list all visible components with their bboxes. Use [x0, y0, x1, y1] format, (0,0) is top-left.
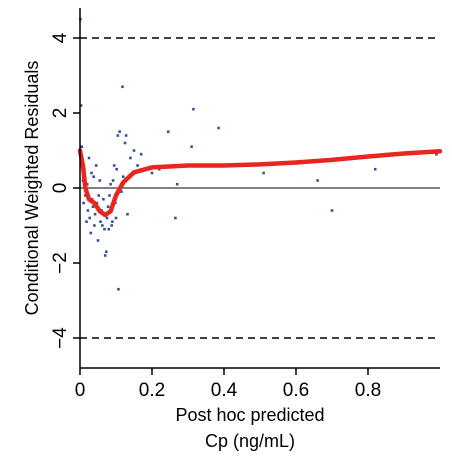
data-point-65 [262, 171, 265, 175]
data-point-32 [106, 205, 110, 208]
x-tick-label-0: 0 [75, 380, 86, 401]
x-tick-label-3: 0.6 [283, 380, 309, 401]
data-point-28 [103, 227, 106, 231]
y-tick-label-0: −4 [50, 327, 71, 349]
data-point-15 [91, 205, 95, 208]
data-point-44 [117, 287, 120, 291]
y-tick-label-4: 4 [50, 32, 71, 43]
data-point-21 [96, 239, 100, 242]
x-tick-label-2: 0.4 [211, 380, 238, 401]
data-point-31 [105, 216, 109, 220]
x-tick-label-4: 0.8 [355, 380, 381, 401]
x-axis-title-line1: Post hoc predicted [175, 405, 324, 425]
data-point-41 [114, 216, 118, 220]
data-point-4 [82, 201, 85, 205]
data-point-52 [126, 212, 129, 216]
data-point-47 [120, 190, 123, 193]
data-point-37 [111, 220, 114, 223]
y-axis-ticks: −4 −2 0 2 4 [50, 32, 80, 349]
data-point-54 [132, 149, 136, 152]
data-point-29 [103, 254, 107, 257]
data-point-27 [102, 197, 105, 201]
data-point-24 [99, 220, 102, 223]
data-point-22 [97, 194, 100, 197]
data-point-23 [98, 179, 102, 182]
data-point-9 [86, 209, 90, 212]
data-point-49 [121, 175, 125, 178]
data-point-59 [166, 130, 170, 133]
data-point-39 [112, 164, 116, 167]
data-point-68 [373, 167, 377, 171]
data-point-45 [118, 130, 121, 133]
smooth-trend-line [77, 148, 443, 218]
data-point-42 [115, 167, 118, 171]
data-point-18 [93, 212, 97, 216]
x-axis-ticks: 0 0.2 0.4 0.6 0.8 [75, 368, 381, 401]
data-point-7 [85, 220, 88, 223]
data-point-53 [129, 156, 132, 160]
reference-lines [80, 37, 440, 339]
data-point-33 [107, 227, 111, 231]
data-point-56 [139, 152, 143, 156]
data-point-38 [111, 179, 115, 182]
data-point-16 [92, 175, 95, 178]
x-tick-label-1: 0.2 [139, 380, 165, 401]
data-point-11 [88, 216, 91, 220]
data-point-55 [136, 164, 139, 167]
data-point-1 [79, 104, 83, 107]
data-point-12 [89, 231, 93, 235]
data-point-50 [123, 141, 127, 145]
data-point-51 [124, 134, 128, 137]
data-point-62 [190, 145, 193, 148]
data-point-43 [116, 134, 120, 137]
y-tick-label-3: 2 [50, 108, 71, 119]
data-point-13 [90, 171, 93, 175]
data-point-60 [174, 216, 177, 220]
data-point-69 [435, 152, 438, 156]
data-point-61 [175, 182, 179, 186]
data-point-26 [101, 224, 104, 227]
data-point-66 [316, 179, 319, 182]
data-point-57 [150, 171, 154, 175]
data-point-34 [108, 194, 111, 197]
x-axis-title-line2: Cp (ng/mL) [205, 431, 295, 451]
data-point-63 [192, 107, 195, 111]
data-point-6 [84, 194, 87, 197]
data-point-17 [93, 224, 96, 227]
y-tick-label-2: 0 [50, 183, 71, 194]
y-axis-title: Conditional Weighted Residuals [22, 61, 42, 316]
data-point-36 [110, 224, 113, 227]
data-point-48 [121, 85, 124, 89]
data-point-2 [80, 145, 84, 148]
data-point-10 [87, 156, 91, 160]
y-tick-label-1: −2 [50, 252, 71, 274]
data-point-35 [109, 182, 112, 186]
scatter-points [79, 17, 438, 291]
data-point-67 [330, 209, 334, 212]
data-point-30 [105, 250, 108, 253]
data-point-19 [94, 164, 98, 167]
data-point-64 [217, 126, 220, 130]
